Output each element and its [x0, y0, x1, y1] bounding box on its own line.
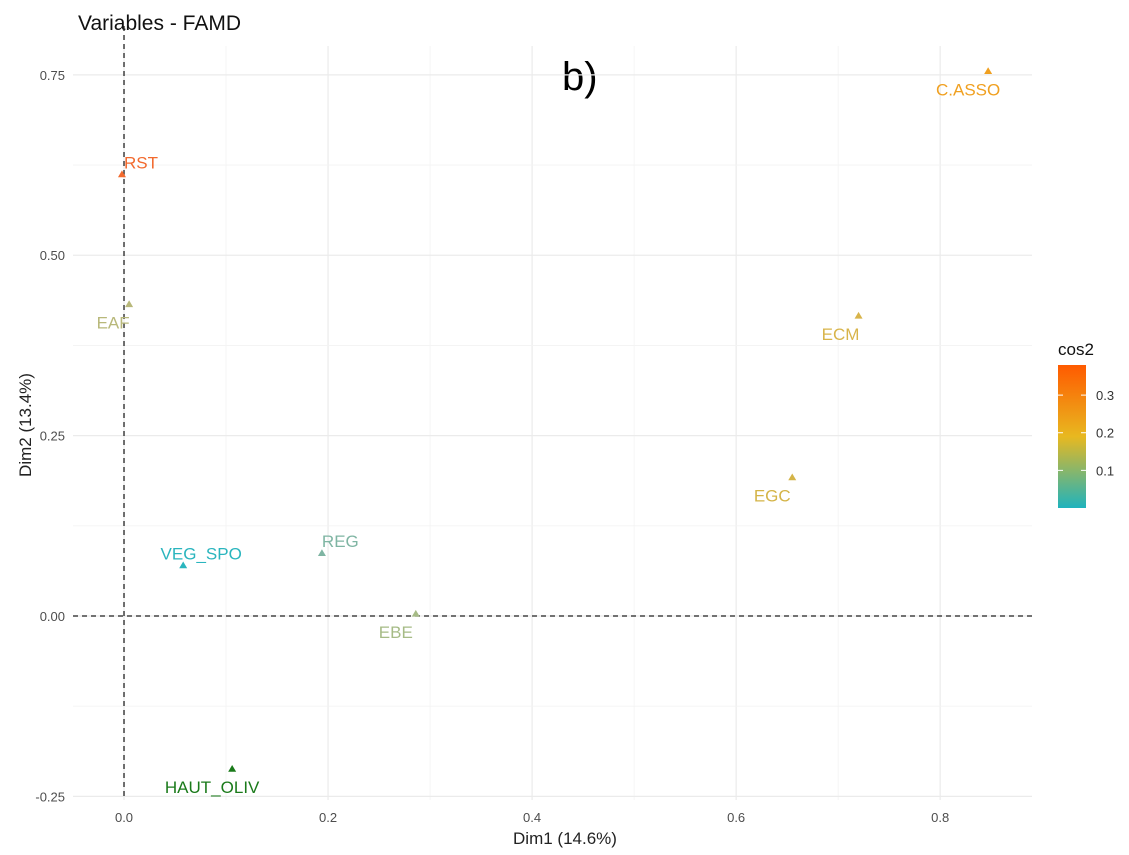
point-label-eaf: EAF [97, 313, 130, 332]
grid [73, 46, 1032, 800]
legend-title: cos2 [1058, 340, 1094, 359]
legend-tick-label: 0.1 [1096, 463, 1114, 478]
point-rst [117, 170, 126, 178]
y-tick-label: -0.25 [35, 789, 65, 804]
point-label-c-asso: C.ASSO [936, 80, 1000, 99]
y-axis-label: Dim2 (13.4%) [16, 373, 35, 477]
x-tick-label: 0.0 [115, 810, 133, 825]
point-reg [317, 549, 326, 557]
x-axis-ticks: 0.0 0.2 0.4 0.6 0.8 [115, 810, 949, 825]
point-label-ebe: EBE [379, 623, 413, 642]
y-tick-label: 0.50 [40, 248, 65, 263]
y-tick-label: 0.25 [40, 429, 65, 444]
point-haut-oliv [228, 764, 237, 772]
point-label-ecm: ECM [822, 325, 860, 344]
point-label-egc: EGC [754, 486, 791, 505]
point-label-haut-oliv: HAUT_OLIV [165, 778, 260, 797]
point-veg-spo [179, 561, 188, 569]
legend-tick-label: 0.3 [1096, 388, 1114, 403]
y-tick-label: 0.75 [40, 68, 65, 83]
point-ebe [411, 609, 420, 617]
x-tick-label: 0.2 [319, 810, 337, 825]
x-tick-label: 0.6 [727, 810, 745, 825]
reference-lines [73, 26, 1032, 800]
x-axis-label: Dim1 (14.6%) [513, 829, 617, 848]
point-label-veg-spo: VEG_SPO [161, 545, 242, 564]
chart-title: Variables - FAMD [78, 12, 241, 35]
point-ecm [854, 311, 863, 319]
x-tick-label: 0.4 [523, 810, 541, 825]
x-tick-label: 0.8 [931, 810, 949, 825]
point-label-reg: REG [322, 532, 359, 551]
point-c-asso [984, 67, 993, 75]
legend-colorbar [1058, 365, 1086, 508]
cos2-legend: cos2 0.1 0.2 0.3 [1058, 340, 1114, 508]
point-egc [788, 473, 797, 481]
data-points: C.ASSO RST EAF ECM EGC REG VEG_SPO EBE HAUT_OLIV [97, 67, 1000, 797]
legend-tick-label: 0.2 [1096, 426, 1114, 441]
point-label-rst: RST [124, 153, 158, 172]
panel-label: b) [562, 55, 598, 99]
point-eaf [125, 300, 134, 308]
y-axis-ticks: -0.25 0.00 0.25 0.50 0.75 [35, 68, 65, 805]
y-tick-label: 0.00 [40, 609, 65, 624]
